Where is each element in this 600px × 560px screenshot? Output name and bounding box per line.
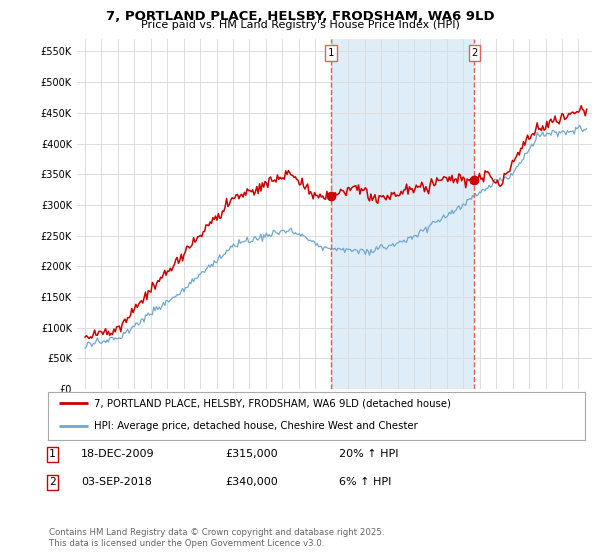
Text: Contains HM Land Registry data © Crown copyright and database right 2025.
This d: Contains HM Land Registry data © Crown c… — [49, 528, 385, 548]
Text: 7, PORTLAND PLACE, HELSBY, FRODSHAM, WA6 9LD: 7, PORTLAND PLACE, HELSBY, FRODSHAM, WA6… — [106, 10, 494, 23]
Text: 18-DEC-2009: 18-DEC-2009 — [81, 449, 155, 459]
Text: £340,000: £340,000 — [225, 477, 278, 487]
Text: 03-SEP-2018: 03-SEP-2018 — [81, 477, 152, 487]
Text: 7, PORTLAND PLACE, HELSBY, FRODSHAM, WA6 9LD (detached house): 7, PORTLAND PLACE, HELSBY, FRODSHAM, WA6… — [94, 398, 451, 408]
Text: Price paid vs. HM Land Registry's House Price Index (HPI): Price paid vs. HM Land Registry's House … — [140, 20, 460, 30]
Text: 6% ↑ HPI: 6% ↑ HPI — [339, 477, 391, 487]
Text: HPI: Average price, detached house, Cheshire West and Chester: HPI: Average price, detached house, Ches… — [94, 421, 418, 431]
Text: 2: 2 — [471, 48, 478, 58]
Text: 20% ↑ HPI: 20% ↑ HPI — [339, 449, 398, 459]
Bar — [331, 39, 475, 389]
Text: 1: 1 — [49, 449, 56, 459]
Text: 2: 2 — [49, 477, 56, 487]
Text: 1: 1 — [328, 48, 334, 58]
Text: £315,000: £315,000 — [225, 449, 278, 459]
